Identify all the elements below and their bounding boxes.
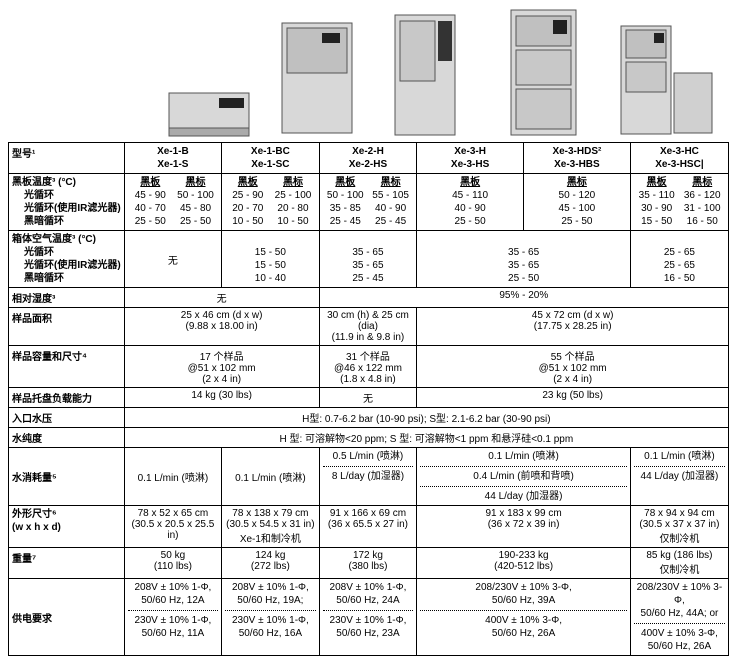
weight-c3: 172 kg(380 lbs) (319, 548, 417, 579)
bptemp-c2: 黑板黑标 25 - 9025 - 100 20 - 7020 - 80 10 -… (222, 174, 319, 231)
label-airtemp: 箱体空气温度³ (°C) 光循环 光循环(使用IR滤光器) 黑暗循环 (9, 231, 125, 288)
row-humidity: 相对湿度³ 无 95% - 20% (9, 288, 729, 308)
label-humidity: 相对湿度³ (9, 288, 125, 308)
product-image-4 (483, 8, 603, 138)
water-c1: 0.1 L/min (喷淋) (124, 448, 221, 506)
product-image-2 (267, 8, 367, 138)
tray-c456: 23 kg (50 lbs) (417, 388, 729, 408)
airtemp-c1: 无 (124, 231, 221, 288)
model-c1: Xe-1-BXe-1-S (124, 143, 221, 174)
row-water: 水消耗量⁵ 0.1 L/min (喷淋) 0.1 L/min (喷淋) 0.5 … (9, 448, 729, 506)
tray-c3: 无 (319, 388, 417, 408)
row-model: 型号¹ Xe-1-BXe-1-S Xe-1-BCXe-1-SC Xe-2-HXe… (9, 143, 729, 174)
product-image-3 (375, 8, 475, 138)
model-c6: Xe-3-HCXe-3-HSC| (630, 143, 728, 174)
product-image-1 (159, 8, 259, 138)
row-power: 供电要求 208V ± 10% 1-Φ,50/60 Hz, 12A230V ± … (9, 579, 729, 656)
water-c45: 0.1 L/min (喷淋) 0.4 L/min (前喷和背喷) 44 L/da… (417, 448, 631, 506)
label-inlet: 入口水压 (9, 408, 125, 428)
row-inlet: 入口水压 H型: 0.7-6.2 bar (10-90 psi); S型: 2.… (9, 408, 729, 428)
weight-c6: 85 kg (186 lbs)仅制冷机 (630, 548, 728, 579)
bptemp-dark: 黑暗循环 (12, 215, 121, 228)
dims-c6: 78 x 94 x 94 cm(30.5 x 37 x 37 in)仅制冷机 (630, 506, 728, 548)
model-c3: Xe-2-HXe-2-HS (319, 143, 417, 174)
bptemp-title: 黑板温度³ (°C) (12, 176, 121, 189)
spec-table: 型号¹ Xe-1-BXe-1-S Xe-1-BCXe-1-SC Xe-2-HXe… (8, 142, 729, 656)
label-bptemp: 黑板温度³ (°C) 光循环 光循环(使用IR滤光器) 黑暗循环 (9, 174, 125, 231)
water-c6: 0.1 L/min (喷淋)44 L/day (加湿器) (630, 448, 728, 506)
purity-val: H 型: 可溶解物<20 ppm; S 型: 可溶解物<1 ppm 和悬浮硅<0… (124, 428, 728, 448)
bptemp-c5: 黑标 50 - 12045 - 10025 - 50 (523, 174, 630, 231)
dims-c2: 78 x 138 x 79 cm(30.5 x 54.5 x 31 in)Xe-… (222, 506, 319, 548)
row-purity: 水纯度 H 型: 可溶解物<20 ppm; S 型: 可溶解物<1 ppm 和悬… (9, 428, 729, 448)
dims-c45: 91 x 183 x 99 cm(36 x 72 x 39 in) (417, 506, 631, 548)
capacity-c12: 17 个样品@51 x 102 mm(2 x 4 in) (124, 346, 319, 388)
power-c2: 208V ± 10% 1-Φ,50/60 Hz, 19A;230V ± 10% … (222, 579, 319, 656)
row-airtemp: 箱体空气温度³ (°C) 光循环 光循环(使用IR滤光器) 黑暗循环 无 15 … (9, 231, 729, 288)
bptemp-c3: 黑板黑标 50 - 10055 - 105 35 - 8540 - 90 25 … (319, 174, 417, 231)
humidity-left: 无 (124, 288, 319, 308)
area-c456: 45 x 72 cm (d x w)(17.75 x 28.25 in) (417, 308, 729, 346)
dims-c1: 78 x 52 x 65 cm(30.5 x 20.5 x 25.5 in) (124, 506, 221, 548)
capacity-c456: 55 个样品@51 x 102 mm(2 x 4 in) (417, 346, 729, 388)
tray-c12: 14 kg (30 lbs) (124, 388, 319, 408)
area-c12: 25 x 46 cm (d x w)(9.88 x 18.00 in) (124, 308, 319, 346)
label-area: 样品面积 (9, 308, 125, 346)
bptemp-c1: 黑板黑标 45 - 9050 - 100 40 - 7045 - 80 25 -… (124, 174, 221, 231)
bptemp-light-ir: 光循环(使用IR滤光器) (12, 202, 121, 215)
area-c3: 30 cm (h) & 25 cm (dia)(11.9 in & 9.8 in… (319, 308, 417, 346)
model-c2: Xe-1-BCXe-1-SC (222, 143, 319, 174)
airtemp-c45: 35 - 6535 - 6525 - 50 (417, 231, 631, 288)
power-c6: 208/230V ± 10% 3-Φ,50/60 Hz, 44A; or400V… (630, 579, 728, 656)
water-c2: 0.1 L/min (喷淋) (222, 448, 319, 506)
model-c5: Xe-3-HDS²Xe-3-HBS (523, 143, 630, 174)
label-purity: 水纯度 (9, 428, 125, 448)
label-power: 供电要求 (9, 579, 125, 656)
bptemp-c6: 黑板黑标 35 - 11036 - 120 30 - 9031 - 100 15… (630, 174, 728, 231)
row-tray: 样品托盘负载能力 14 kg (30 lbs) 无 23 kg (50 lbs) (9, 388, 729, 408)
label-water: 水消耗量⁵ (9, 448, 125, 506)
label-model: 型号¹ (9, 143, 125, 174)
bptemp-light: 光循环 (12, 189, 121, 202)
row-weight: 重量⁷ 50 kg(110 lbs) 124 kg(272 lbs) 172 k… (9, 548, 729, 579)
weight-c45: 190-233 kg(420-512 lbs) (417, 548, 631, 579)
inlet-val: H型: 0.7-6.2 bar (10-90 psi); S型: 2.1-6.2… (124, 408, 728, 428)
label-dims: 外形尺寸⁶(w x h x d) (9, 506, 125, 548)
water-c3: 0.5 L/min (喷淋)8 L/day (加湿器) (319, 448, 417, 506)
row-area: 样品面积 25 x 46 cm (d x w)(9.88 x 18.00 in)… (9, 308, 729, 346)
capacity-c3: 31 个样品@46 x 122 mm(1.8 x 4.8 in) (319, 346, 417, 388)
power-c3: 208V ± 10% 1-Φ,50/60 Hz, 24A230V ± 10% 1… (319, 579, 417, 656)
label-weight: 重量⁷ (9, 548, 125, 579)
airtemp-c3: 35 - 6535 - 6525 - 45 (319, 231, 417, 288)
product-image-5 (611, 8, 721, 138)
row-bptemp: 黑板温度³ (°C) 光循环 光循环(使用IR滤光器) 黑暗循环 黑板黑标 45… (9, 174, 729, 231)
label-capacity: 样品容量和尺寸⁴ (9, 346, 125, 388)
dims-c3: 91 x 166 x 69 cm(36 x 65.5 x 27 in) (319, 506, 417, 548)
airtemp-c6: 25 - 6525 - 6516 - 50 (630, 231, 728, 288)
power-c45: 208/230V ± 10% 3-Φ,50/60 Hz, 39A400V ± 1… (417, 579, 631, 656)
power-c1: 208V ± 10% 1-Φ,50/60 Hz, 12A230V ± 10% 1… (124, 579, 221, 656)
row-dims: 外形尺寸⁶(w x h x d) 78 x 52 x 65 cm(30.5 x … (9, 506, 729, 548)
weight-c2: 124 kg(272 lbs) (222, 548, 319, 579)
humidity-right: 95% - 20% (319, 288, 728, 308)
weight-c1: 50 kg(110 lbs) (124, 548, 221, 579)
product-images-row (8, 8, 729, 138)
row-capacity: 样品容量和尺寸⁴ 17 个样品@51 x 102 mm(2 x 4 in) 31… (9, 346, 729, 388)
airtemp-c2: 15 - 5015 - 5010 - 40 (222, 231, 319, 288)
bptemp-c4: 黑板 45 - 11040 - 9025 - 50 (417, 174, 524, 231)
model-c4: Xe-3-HXe-3-HS (417, 143, 524, 174)
label-tray: 样品托盘负载能力 (9, 388, 125, 408)
